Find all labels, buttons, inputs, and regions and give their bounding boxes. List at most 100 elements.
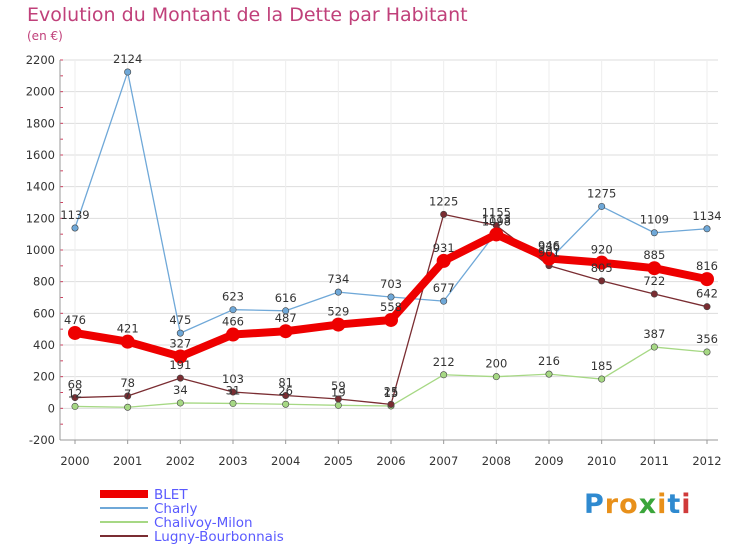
data-label: 677 [433, 281, 455, 295]
data-label: 476 [64, 313, 86, 327]
x-tick-label: 2009 [534, 454, 563, 468]
data-label: 623 [222, 290, 244, 304]
y-tick-label: 1200 [26, 211, 55, 225]
data-point [440, 297, 448, 305]
data-label: 885 [643, 248, 665, 262]
legend-label: Lugny-Bourbonnais [154, 529, 284, 545]
data-label: 31 [226, 383, 241, 397]
data-label: 901 [538, 246, 560, 260]
data-label: 1225 [429, 194, 458, 208]
logo-letter: i [681, 489, 692, 520]
data-point [703, 348, 711, 356]
data-label: 59 [331, 379, 346, 393]
data-label: 1113 [482, 212, 511, 226]
data-point [492, 373, 500, 381]
data-point [282, 400, 290, 408]
y-tick-label: -200 [29, 433, 55, 447]
data-label: 642 [696, 287, 718, 301]
data-label: 1275 [587, 186, 616, 200]
data-point [278, 324, 293, 339]
legend-label: Charly [154, 501, 198, 517]
data-label: 216 [538, 354, 560, 368]
data-label: 487 [275, 311, 297, 325]
data-point [334, 288, 342, 296]
data-point [387, 400, 395, 408]
data-label: 722 [643, 274, 665, 288]
data-point [176, 329, 184, 337]
data-point [440, 371, 448, 379]
data-label: 81 [278, 376, 293, 390]
data-point [598, 202, 606, 210]
y-tick-label: 1600 [26, 148, 55, 162]
data-label: 26 [278, 384, 293, 398]
data-label: 529 [327, 305, 349, 319]
x-tick-label: 2000 [60, 454, 89, 468]
x-tick-label: 2011 [640, 454, 669, 468]
data-label: 1155 [482, 205, 511, 219]
data-point [334, 395, 342, 403]
data-label: 356 [696, 332, 718, 346]
data-label: 946 [538, 239, 560, 253]
y-tick-label: 200 [33, 370, 55, 384]
chart-title: Evolution du Montant de la Dette par Hab… [27, 4, 468, 26]
data-label: 931 [433, 241, 455, 255]
logo-letter: P [584, 489, 605, 520]
data-point [650, 343, 658, 351]
data-label: 558 [380, 300, 402, 314]
y-tick-label: 2200 [26, 53, 55, 67]
data-point [124, 68, 132, 76]
x-tick-label: 2012 [692, 454, 721, 468]
x-tick-label: 2002 [166, 454, 195, 468]
data-point [229, 399, 237, 407]
logo-letter: o [619, 489, 639, 520]
data-label: 805 [591, 261, 613, 275]
data-label: 1139 [60, 208, 89, 222]
data-label: 920 [591, 243, 613, 257]
data-label: 734 [327, 272, 349, 286]
x-tick-label: 2001 [113, 454, 142, 468]
data-point [229, 388, 237, 396]
data-point [542, 251, 556, 266]
data-label: 421 [117, 322, 139, 336]
data-point [282, 392, 290, 400]
data-point [71, 224, 79, 232]
data-point [173, 349, 188, 364]
legend-label: BLET [154, 487, 188, 503]
data-point [650, 290, 658, 298]
data-label: 936 [538, 240, 560, 254]
data-label: 12 [68, 386, 83, 400]
data-label: 68 [68, 378, 83, 392]
data-point [700, 272, 714, 287]
data-point [120, 334, 135, 349]
x-tick-label: 2008 [482, 454, 511, 468]
data-point [68, 325, 82, 340]
data-label: 34 [173, 383, 188, 397]
data-point [440, 210, 448, 218]
data-point [703, 303, 711, 311]
x-tick-label: 2003 [218, 454, 247, 468]
data-label: 2124 [113, 52, 142, 66]
logo-letter: x [638, 489, 658, 520]
x-tick-label: 2010 [587, 454, 616, 468]
data-point [387, 293, 395, 301]
data-point [282, 307, 290, 315]
y-tick-label: 400 [33, 338, 55, 352]
y-tick-label: 600 [33, 306, 55, 320]
data-point [436, 253, 451, 268]
data-label: 703 [380, 277, 402, 291]
data-point [545, 370, 553, 378]
data-label: 466 [222, 315, 244, 329]
data-point [594, 255, 609, 270]
data-point [647, 261, 662, 276]
data-label: 475 [169, 313, 191, 327]
data-label: 327 [169, 337, 191, 351]
data-label: 191 [169, 358, 191, 372]
data-label: 15 [384, 386, 399, 400]
data-point [334, 401, 342, 409]
data-label: 185 [591, 359, 613, 373]
proxiti-logo: Proxiti [584, 489, 692, 520]
data-label: 1098 [482, 214, 511, 228]
x-tick-label: 2004 [271, 454, 300, 468]
data-point [71, 394, 79, 402]
